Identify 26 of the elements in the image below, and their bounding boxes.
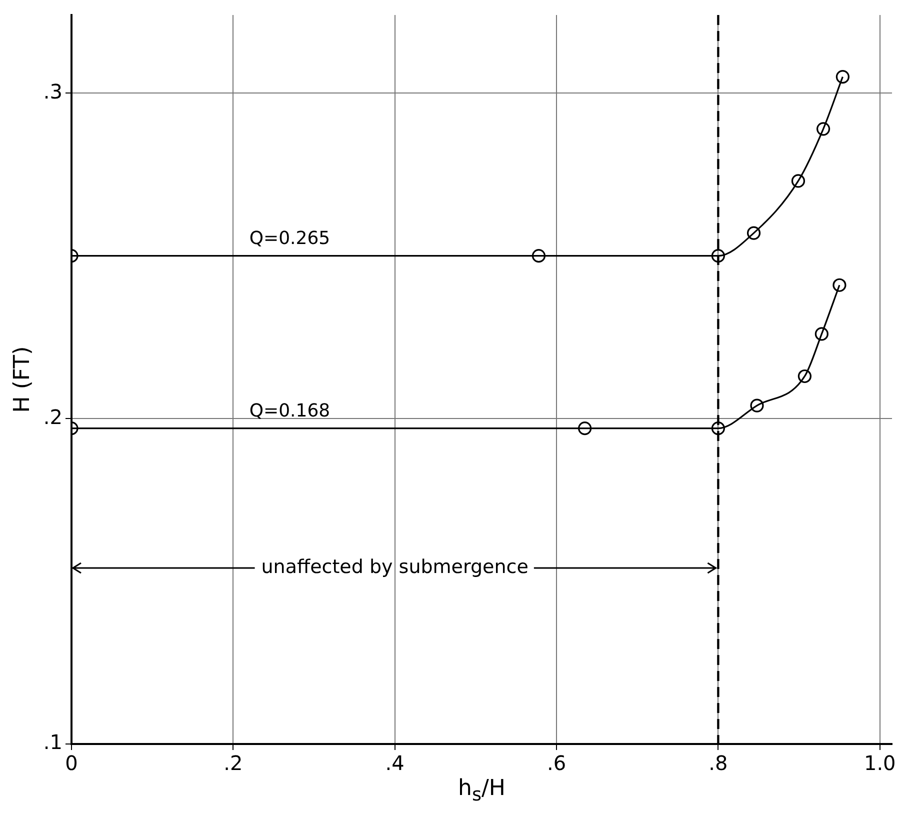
x-tick-label: 0 <box>65 751 78 776</box>
x-tick-label: .4 <box>385 751 404 776</box>
point <box>532 249 546 263</box>
series-label: Q=0.265 <box>249 228 330 249</box>
point <box>832 278 846 292</box>
point <box>798 369 812 384</box>
x-axis-title: h$_{s}$/H <box>458 776 506 806</box>
y-tick-label: .1 <box>43 730 62 754</box>
point <box>836 70 850 84</box>
series-label: Q=0.168 <box>249 400 330 422</box>
x-tick-label: .8 <box>708 751 728 776</box>
x-tick-label: .6 <box>546 751 566 776</box>
point <box>816 122 830 136</box>
x-tick-label: 1.0 <box>864 751 896 776</box>
point <box>746 226 761 240</box>
point <box>711 249 725 263</box>
point <box>791 174 806 188</box>
x-tick-label: .2 <box>224 751 243 776</box>
y-tick-label: .3 <box>43 79 62 104</box>
point <box>578 422 592 436</box>
point <box>750 398 764 412</box>
annotation: unaffected by submergence <box>261 556 528 578</box>
y-tick-label: .2 <box>43 404 62 429</box>
point <box>814 327 828 341</box>
y-axis-title: H (FT) <box>10 346 35 413</box>
point <box>711 422 725 436</box>
